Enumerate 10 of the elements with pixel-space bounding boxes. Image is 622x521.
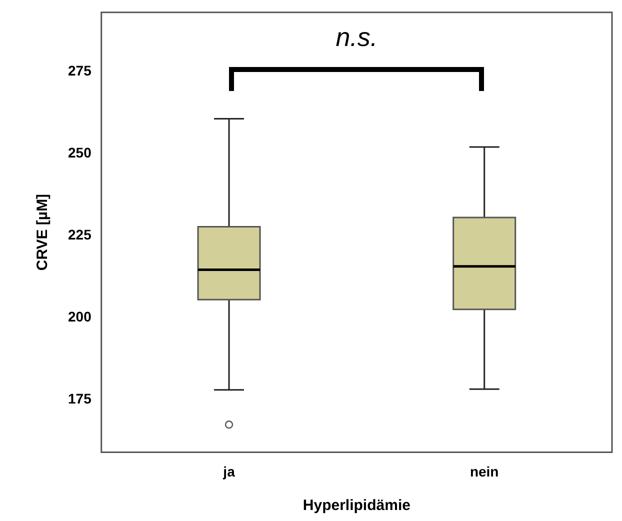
x-tick-label: ja: [222, 463, 236, 480]
y-axis-title: CRVE [µM]: [34, 194, 52, 271]
y-tick-label: 200: [68, 308, 92, 324]
y-tick-label: 250: [68, 144, 92, 160]
x-tick-label: nein: [470, 463, 499, 480]
annotation: n.s.: [336, 22, 378, 54]
y-tick-label: 275: [68, 62, 92, 78]
y-tick-label: 225: [68, 226, 92, 242]
x-axis-title: Hyperlipidämie: [302, 497, 410, 514]
y-tick-label: 175: [68, 390, 92, 407]
